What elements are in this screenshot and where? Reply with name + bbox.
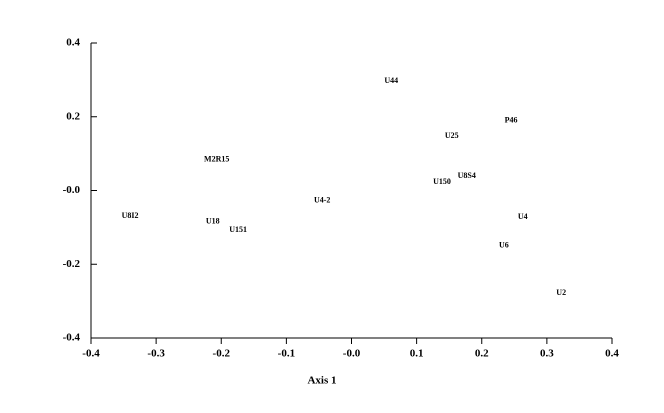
point-label: U4-2 (314, 196, 330, 205)
point-label: U2 (556, 288, 566, 297)
x-tick-label: -0.3 (147, 348, 165, 360)
point-label: M2R15 (204, 155, 229, 164)
x-tick-label: -0.0 (343, 348, 361, 360)
y-tick-label: -0.4 (63, 332, 81, 344)
x-tick-label: 0.1 (410, 348, 424, 360)
x-axis-title: Axis 1 (307, 375, 336, 387)
point-label: U150 (433, 177, 451, 186)
y-tick-label: 0.2 (66, 110, 80, 122)
point-label: U8I2 (122, 211, 139, 220)
x-tick-label: -0.2 (213, 348, 231, 360)
point-label: U25 (445, 131, 459, 140)
x-tick-label: 0.2 (475, 348, 489, 360)
point-label: U18 (206, 217, 220, 226)
x-tick-label: 0.4 (605, 348, 619, 360)
y-tick-label: -0.0 (63, 184, 81, 196)
point-label: U6 (499, 241, 509, 250)
point-label: P46 (505, 115, 518, 124)
x-tick-label: -0.1 (278, 348, 295, 360)
y-tick-label: -0.2 (63, 258, 81, 270)
point-label: U4 (518, 212, 528, 221)
x-tick-label: 0.3 (540, 348, 554, 360)
point-label: U44 (384, 76, 398, 85)
x-tick-label: -0.4 (82, 348, 100, 360)
y-tick-label: 0.4 (66, 37, 80, 49)
point-label: U151 (229, 225, 247, 234)
point-label: U8S4 (458, 171, 476, 180)
